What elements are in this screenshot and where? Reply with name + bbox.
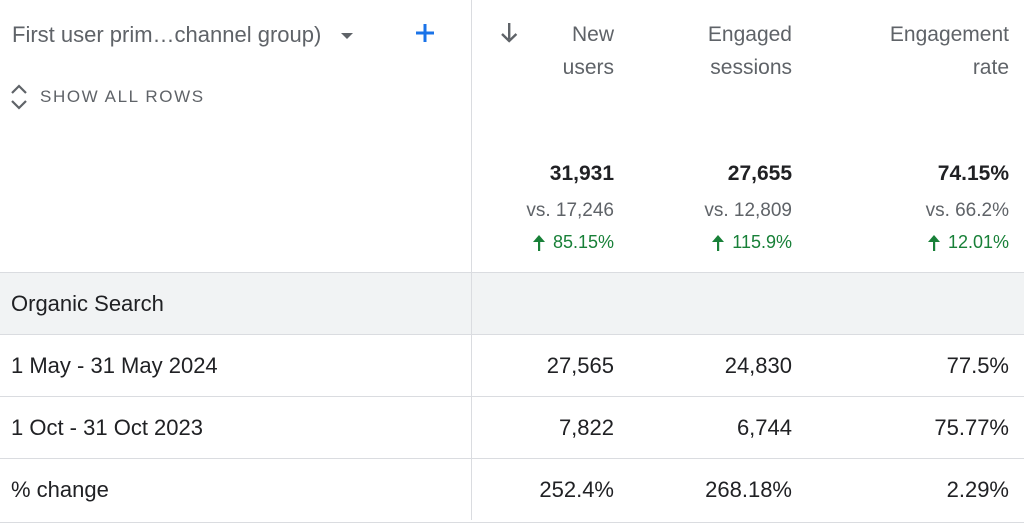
row-label: 1 Oct - 31 Oct 2023 [11, 414, 203, 440]
table-cell: 2.29% [946, 476, 1009, 502]
change-text: 12.01% [947, 232, 1009, 252]
column-header-engagement-rate[interactable]: Engagement rate [850, 18, 1009, 84]
change-value: 115.9% [660, 232, 792, 253]
show-all-rows-button[interactable]: SHOW ALL ROWS [10, 84, 205, 110]
column-header-line: users [562, 56, 614, 79]
column-header-line: Engagement [889, 23, 1009, 46]
column-header-engaged-sessions[interactable]: Engaged sessions [660, 18, 792, 84]
dimension-label: First user prim…channel group) [12, 22, 322, 47]
table-cell: 268.18% [705, 476, 792, 502]
row-label: Organic Search [11, 290, 164, 316]
dimension-selector[interactable]: First user prim…channel group) [12, 22, 354, 48]
table-cell: 7,822 [558, 414, 614, 440]
arrow-up-icon [712, 234, 725, 251]
unfold-icon [11, 84, 27, 110]
change-text: 115.9% [732, 232, 792, 252]
column-divider [471, 335, 472, 396]
total-value: 31,931 [549, 162, 614, 185]
dimension-header: First user prim…channel group) SHOW ALL … [0, 0, 472, 272]
table-row: % change 252.4% 268.18% 2.29% [0, 458, 1024, 523]
column-divider [471, 397, 472, 458]
column-divider [471, 273, 472, 334]
row-label: 1 May - 31 May 2024 [11, 352, 218, 378]
comparison-value: vs. 17,246 [526, 200, 614, 221]
total-value: 27,655 [727, 162, 792, 185]
table-cell: 252.4% [539, 476, 614, 502]
table-header: First user prim…channel group) SHOW ALL … [0, 0, 1009, 272]
plus-icon[interactable] [412, 20, 438, 46]
table-cell: 75.77% [934, 414, 1009, 440]
column-header-line: Engaged [707, 23, 792, 46]
table-row: 1 May - 31 May 2024 27,565 24,830 77.5% [0, 334, 1024, 396]
show-all-rows-label: SHOW ALL ROWS [40, 87, 205, 106]
column-header-line: rate [972, 56, 1009, 79]
comparison-value: vs. 12,809 [704, 200, 792, 221]
arrow-up-icon [532, 234, 545, 251]
caret-down-icon [341, 33, 354, 39]
change-text: 85.15% [552, 232, 614, 252]
comparison-value: vs. 66.2% [925, 200, 1009, 221]
table-cell: 6,744 [736, 414, 792, 440]
table-cell: 24,830 [724, 352, 792, 378]
column-header-line: sessions [710, 56, 792, 79]
change-value: 12.01% [850, 232, 1009, 253]
arrow-up-icon [927, 234, 940, 251]
arrow-down-icon[interactable] [500, 22, 518, 44]
column-header-new-users[interactable]: New users [520, 18, 614, 84]
row-label: % change [11, 476, 109, 502]
table-row: 1 Oct - 31 Oct 2023 7,822 6,744 75.77% [0, 396, 1024, 458]
change-value: 85.15% [480, 232, 614, 253]
table-row: Organic Search [0, 272, 1024, 334]
table-cell: 77.5% [946, 352, 1009, 378]
column-divider [471, 459, 472, 520]
table-cell: 27,565 [546, 352, 614, 378]
column-header-line: New [571, 23, 614, 46]
total-value: 74.15% [937, 162, 1009, 185]
